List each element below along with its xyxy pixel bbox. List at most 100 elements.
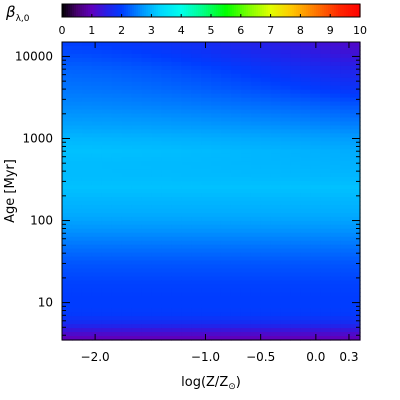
heatmap-cell (62, 248, 73, 254)
heatmap-cell (171, 192, 182, 198)
heatmap-cell (191, 300, 202, 305)
heatmap-cell (91, 42, 103, 47)
heatmap-cell (201, 145, 212, 150)
heatmap-cell (320, 196, 331, 202)
heatmap-cell (270, 304, 282, 309)
heatmap-cell (161, 69, 172, 75)
heatmap-cell (290, 280, 301, 285)
heatmap-cell (171, 101, 182, 107)
heatmap-cell (300, 280, 311, 285)
heatmap-cell (101, 296, 113, 301)
heatmap-cell (330, 312, 341, 317)
heatmap-cell (230, 85, 242, 91)
heatmap-cell (280, 49, 292, 55)
heatmap-cell (270, 316, 282, 321)
heatmap-cell (171, 316, 182, 321)
heatmap-cell (71, 308, 83, 313)
heatmap-cell (310, 272, 321, 278)
heatmap-cell (230, 256, 242, 262)
heatmap-cell (350, 244, 361, 250)
heatmap-cell (81, 308, 93, 313)
heatmap-cell (350, 145, 361, 150)
heatmap-cell (230, 101, 242, 107)
heatmap-cell (91, 288, 103, 293)
heatmap-cell (151, 196, 162, 202)
y-tick-label: 10000 (15, 49, 53, 63)
heatmap-cell (121, 252, 133, 258)
heatmap-cell (201, 228, 212, 234)
heatmap-cell (260, 117, 272, 123)
heatmap-cell (131, 220, 143, 226)
heatmap-cell (220, 272, 232, 278)
heatmap-cell (141, 324, 152, 329)
heatmap-cell (161, 77, 172, 83)
heatmap-cell (201, 264, 212, 270)
heatmap-cell (191, 308, 202, 313)
heatmap-cell (260, 161, 272, 166)
heatmap-cell (91, 336, 103, 341)
heatmap-cell (330, 256, 341, 262)
heatmap-cell (71, 185, 83, 190)
heatmap-cell (340, 153, 351, 158)
heatmap-cell (260, 42, 272, 47)
plot-frame (61, 41, 361, 341)
heatmap-cell (101, 85, 113, 91)
heatmap-cell (280, 57, 292, 63)
heatmap-cell (240, 109, 252, 115)
heatmap-cell (260, 300, 272, 305)
heatmap-cell (310, 196, 321, 202)
heatmap-cell (240, 216, 252, 222)
colorbar-cell (338, 4, 341, 17)
colorbar-cell (170, 4, 173, 17)
heatmap-cell (211, 149, 222, 154)
colorbar-cell (86, 4, 89, 17)
heatmap-cell (290, 165, 301, 170)
heatmap-cell (350, 276, 361, 281)
heatmap-cell (290, 192, 301, 198)
heatmap-cell (300, 320, 311, 325)
heatmap-cell (111, 77, 123, 83)
heatmap-cell (211, 65, 222, 71)
heatmap-cell (260, 61, 272, 67)
heatmap-cell (280, 208, 292, 214)
heatmap-cell (101, 89, 113, 95)
heatmap-cell (220, 105, 232, 111)
heatmap-cell (250, 332, 262, 337)
heatmap-cell (111, 105, 123, 111)
heatmap-cell (201, 328, 212, 333)
heatmap-cell (230, 292, 242, 297)
heatmap-cell (280, 316, 292, 321)
colorbar-cell (358, 4, 361, 17)
heatmap-cell (191, 240, 202, 246)
heatmap-cell (111, 296, 123, 301)
heatmap-cell (101, 161, 113, 166)
heatmap-cell (141, 109, 152, 115)
heatmap-cell (330, 137, 341, 142)
heatmap-cell (310, 304, 321, 309)
heatmap-cell (81, 332, 93, 337)
heatmap-cell (260, 328, 272, 333)
heatmap-cell (181, 196, 192, 202)
heatmap-cell (350, 304, 361, 309)
heatmap-cell (121, 280, 133, 285)
colorbar-cell (312, 4, 315, 17)
heatmap-cell (270, 177, 282, 182)
heatmap-cell (250, 81, 262, 87)
heatmap-cell (171, 145, 182, 150)
heatmap-cell (350, 308, 361, 313)
heatmap-cell (91, 153, 103, 158)
heatmap-cell (111, 224, 123, 230)
heatmap-cell (111, 300, 123, 305)
heatmap-cell (141, 85, 152, 91)
heatmap-cell (161, 192, 172, 198)
heatmap-cell (101, 141, 113, 146)
heatmap-cell (350, 85, 361, 91)
heatmap-cell (161, 137, 172, 142)
heatmap-cell (201, 137, 212, 142)
heatmap-cell (320, 157, 331, 162)
heatmap-cell (171, 268, 182, 274)
heatmap-cell (111, 220, 123, 226)
heatmap-cell (340, 53, 351, 59)
heatmap-cell (131, 177, 143, 182)
heatmap-cell (62, 169, 73, 174)
